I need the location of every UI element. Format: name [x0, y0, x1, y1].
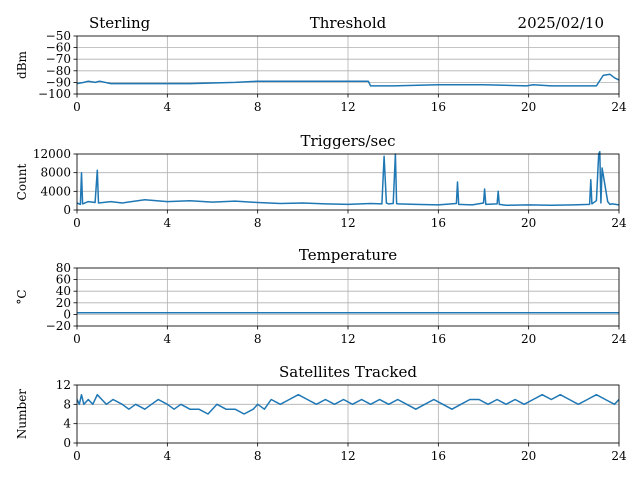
x-tick-label: 16	[431, 449, 446, 463]
threshold-series-line	[76, 73, 620, 87]
y-tick-label: 60	[56, 273, 71, 287]
y-tick-label: −90	[46, 75, 71, 89]
satellites-panel: 0 4 8 12 16 20 24 0 4 8 12 Satellites Tracked Number	[15, 363, 627, 463]
temperature-title: Temperature	[299, 246, 397, 264]
y-tick-label: 0	[63, 203, 71, 217]
x-tick-label: 4	[164, 449, 172, 463]
x-tick-label: 4	[164, 216, 172, 230]
y-tick-label: 40	[56, 284, 71, 298]
temperature-y-axis-label: °C	[15, 289, 29, 304]
y-tick-label: −80	[46, 64, 71, 78]
x-tick-label: 20	[521, 216, 536, 230]
x-tick-label: 8	[254, 100, 262, 114]
x-tick-label: 16	[431, 216, 446, 230]
x-tick-label: 4	[164, 332, 172, 346]
y-tick-label: 0	[63, 436, 71, 450]
y-tick-label: −50	[46, 29, 71, 43]
x-tick-label: 20	[521, 100, 536, 114]
triggers-series-line	[76, 150, 620, 207]
x-tick-label: 12	[340, 100, 355, 114]
y-tick-label: 20	[56, 296, 71, 310]
x-tick-label: 16	[431, 100, 446, 114]
x-tick-label: 4	[164, 100, 172, 114]
x-tick-label: 20	[521, 332, 536, 346]
y-tick-label: 12000	[33, 147, 71, 161]
triggers-title: Triggers/sec	[301, 132, 396, 150]
y-tick-label: 80	[56, 261, 71, 275]
x-tick-label: 16	[431, 332, 446, 346]
x-tick-label: 20	[521, 449, 536, 463]
satellites-title: Satellites Tracked	[279, 363, 417, 381]
x-tick-label: 24	[611, 216, 627, 230]
station-name-label: Sterling	[89, 14, 151, 32]
x-tick-label: 0	[73, 216, 81, 230]
y-tick-label: 8000	[40, 166, 71, 180]
x-tick-label: 0	[73, 100, 81, 114]
satellites-series-line	[76, 393, 620, 415]
y-tick-label: 4000	[40, 184, 71, 198]
y-tick-label: 12	[56, 378, 71, 392]
y-tick-label: −70	[46, 52, 71, 66]
y-tick-label: −60	[46, 41, 71, 55]
y-tick-label: 8	[63, 397, 71, 411]
satellites-y-axis-label: Number	[15, 389, 29, 439]
y-tick-label: −100	[38, 87, 71, 101]
x-tick-label: 12	[340, 332, 355, 346]
x-tick-label: 24	[611, 449, 627, 463]
y-tick-label: −20	[46, 319, 71, 333]
threshold-panel: 0 4 8 12 16 20 24 −100−90−80−70−60−50 Threshold d…	[15, 14, 627, 114]
y-tick-label: 0	[63, 307, 71, 321]
x-tick-label: 24	[611, 100, 627, 114]
x-tick-label: 12	[340, 449, 355, 463]
x-tick-label: 8	[254, 449, 262, 463]
x-tick-label: 24	[611, 332, 627, 346]
x-tick-label: 8	[254, 332, 262, 346]
x-tick-label: 8	[254, 216, 262, 230]
triggers-panel: 0 4 8 12 16 20 24 0 4000 8000 12000 Triggers/sec Cou…	[15, 132, 627, 230]
threshold-y-axis-label: dBm	[15, 50, 29, 79]
triggers-y-axis-label: Count	[15, 163, 29, 200]
threshold-title: Threshold	[310, 14, 387, 32]
date-label: 2025/02/10	[518, 14, 604, 32]
y-tick-label: 4	[63, 417, 71, 431]
x-tick-label: 0	[73, 449, 81, 463]
x-tick-label: 12	[340, 216, 355, 230]
x-tick-label: 0	[73, 332, 81, 346]
